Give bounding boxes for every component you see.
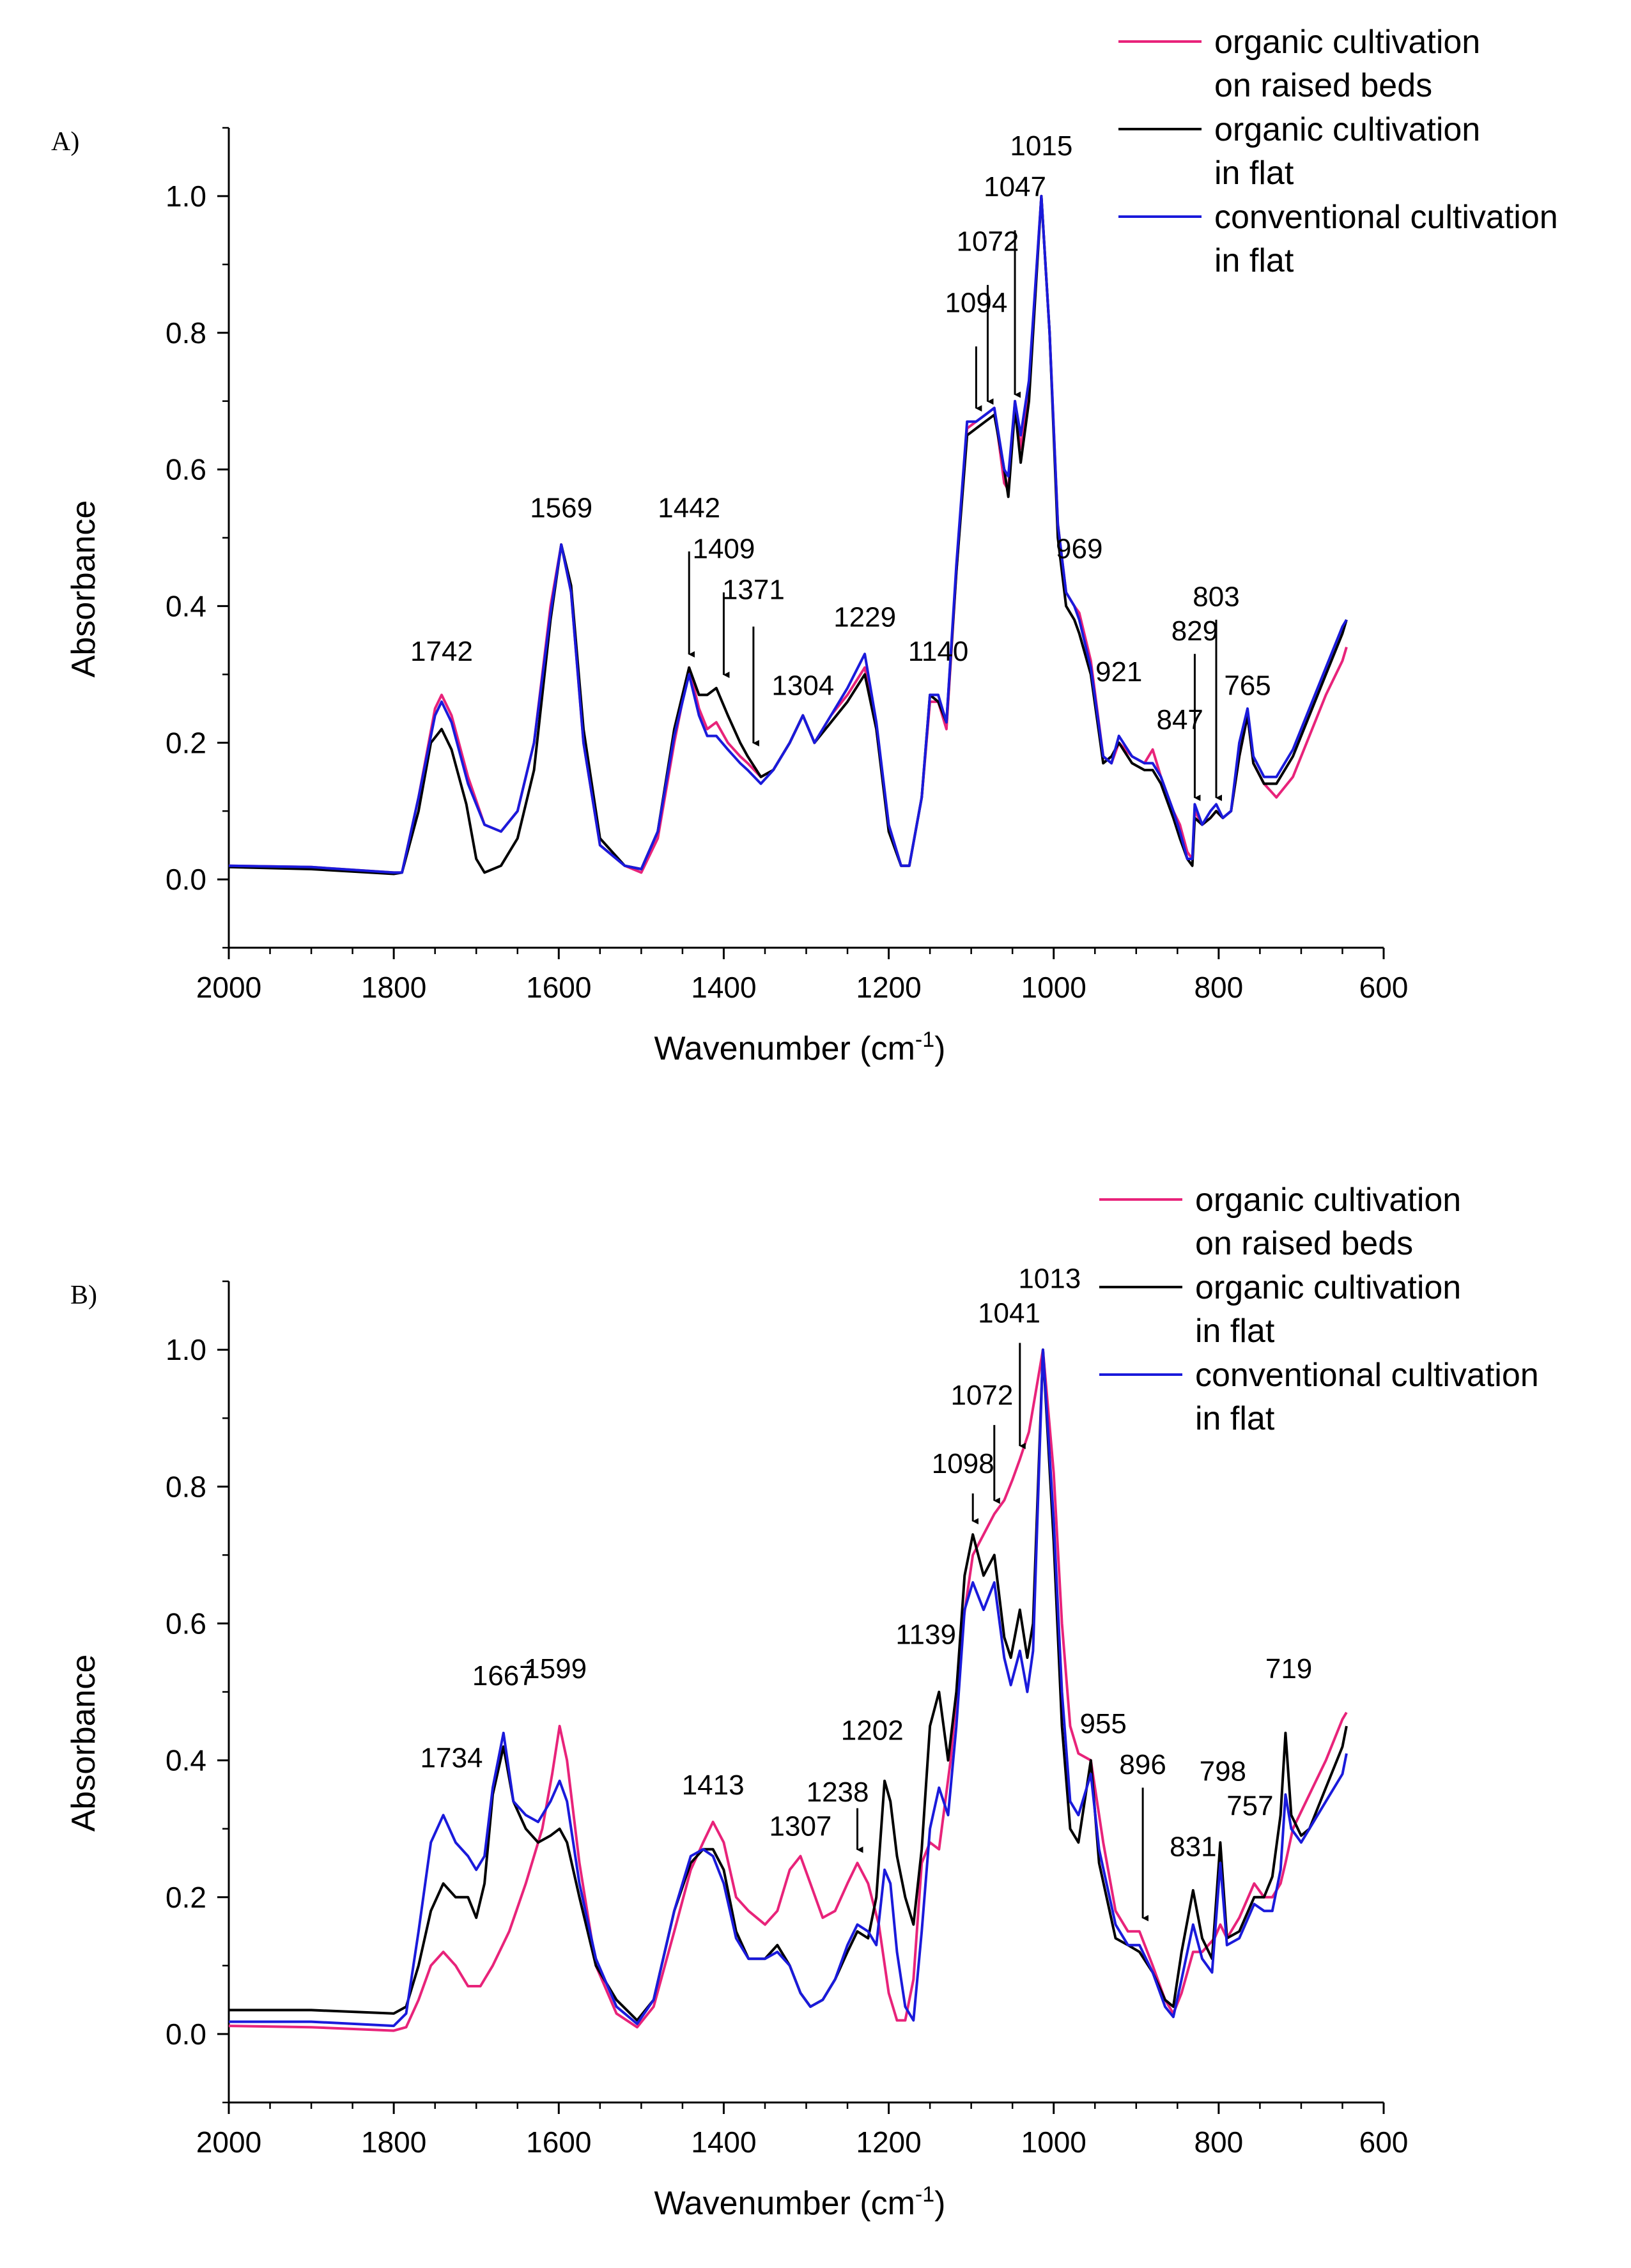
x-tick-label: 2000 [196,971,261,1004]
legend-label: in flat [1195,1313,1275,1350]
legend-label: organic cultivation [1214,24,1480,61]
peak-label: 1072 [957,226,1019,257]
peak-label: 829 [1171,615,1218,647]
peak-label: 1098 [932,1448,994,1479]
x-tick-label: 1000 [1021,971,1086,1004]
x-tick-label: 1200 [856,2125,921,2159]
x-tick-label: 1200 [856,971,921,1004]
x-tick-label: 1400 [691,2125,756,2159]
panel-b-chart: 2000 1800 1600 1400 1200 1000 800 600 0.0 0.2 0.4 0… [65,1182,1539,2222]
peak-label: 1139 [895,1619,956,1651]
series-line-1 [228,194,1348,876]
x-tick-label: 2000 [196,2125,261,2159]
x-tick-label: 1000 [1021,2125,1086,2159]
peak-label: 757 [1226,1790,1273,1821]
peak-label: 719 [1265,1653,1312,1685]
peak-label: 847 [1156,704,1203,736]
peak-label: 1409 [692,534,755,565]
peak-label: 1569 [530,492,592,523]
x-tick-label: 600 [1359,971,1409,1004]
x-tick-label: 1600 [526,971,591,1004]
x-axis-title: Wavenumber (cm-1) [654,2182,946,2222]
y-tick-label: 1.0 [166,180,206,213]
peak-label: 921 [1095,656,1142,688]
peak-label: 896 [1119,1749,1166,1780]
legend-label: organic cultivation [1195,1269,1461,1306]
x-tick-label: 1800 [361,2125,426,2159]
legend-label: organic cultivation [1195,1182,1461,1219]
panel-label: B) [70,1281,97,1310]
peak-label: 1015 [1010,130,1072,162]
peak-label: 1072 [950,1380,1013,1411]
x-tick-label: 800 [1194,971,1243,1004]
y-tick-label: 0.6 [166,453,206,486]
series-line-1 [229,1348,1348,2022]
peak-label: 1013 [1018,1263,1081,1295]
peak-label: 1229 [833,601,896,633]
x-axis-title-sup: -1 [915,2182,934,2207]
x-tick-label: 600 [1359,2125,1409,2159]
y-tick-label: 0.6 [166,1607,206,1640]
y-tick-label: 0.0 [166,2017,206,2051]
panel-label: A) [51,127,79,157]
legend-label: on raised beds [1214,67,1432,104]
x-tick-label: 1800 [361,971,426,1004]
peak-label: 1734 [421,1742,483,1773]
legend-label: conventional cultivation [1195,1357,1539,1394]
peak-label: 798 [1200,1756,1246,1787]
x-tick-label: 1400 [691,971,756,1004]
y-tick-label: 0.8 [166,316,206,350]
peak-label: 1371 [722,575,785,606]
y-tick-label: 0.4 [166,589,206,622]
peak-label: 1047 [984,171,1046,203]
y-tick-label: 0.0 [166,863,206,896]
legend-label: in flat [1214,155,1294,192]
x-axis-title: Wavenumber (cm-1) [654,1028,946,1067]
peak-label: 1413 [682,1770,745,1801]
panel-a-chart: 2000 1800 1600 1400 1200 1000 800 600 0.0 0.2 0.4 0… [51,24,1558,1067]
peak-label: 1140 [908,636,969,667]
x-axis-title-end: ) [934,2185,945,2222]
peak-label: 1238 [807,1777,869,1808]
x-tick-label: 800 [1194,2125,1243,2159]
x-tick-label: 1600 [526,2125,591,2159]
peak-label: 955 [1079,1708,1126,1740]
peak-label: 1442 [658,492,720,523]
peak-label: 1307 [769,1810,832,1842]
x-axis-title-sup: -1 [915,1028,934,1052]
y-tick-label: 0.4 [166,1744,206,1777]
x-axis-title-main: Wavenumber (cm [654,1030,915,1067]
legend-label: on raised beds [1195,1225,1413,1262]
peak-label: 803 [1193,581,1239,612]
peak-label: 1202 [841,1715,904,1746]
peak-label: 1304 [771,670,834,701]
x-axis-title-end: ) [934,1030,945,1067]
legend-label: in flat [1195,1400,1275,1437]
peak-label: 1742 [410,636,473,667]
series-line-0 [228,1348,1348,2032]
legend-label: conventional cultivation [1214,199,1558,236]
peak-label: 969 [1056,534,1102,565]
x-axis-title-main: Wavenumber (cm [654,2185,915,2222]
legend-label: organic cultivation [1214,111,1480,148]
peak-label: 1041 [978,1297,1040,1329]
peak-label: 765 [1224,670,1271,701]
y-axis-title: Absorbance [65,1655,102,1832]
peak-label: 1667 [472,1660,535,1692]
series-line-2 [229,1348,1348,2028]
y-axis-title: Absorbance [65,500,102,678]
y-tick-label: 1.0 [166,1333,206,1366]
peak-label: 1599 [524,1653,587,1685]
peak-label: 1094 [945,288,1007,319]
y-tick-label: 0.8 [166,1470,206,1503]
y-tick-label: 0.2 [166,726,206,759]
series-line-2 [228,194,1348,874]
legend-label: in flat [1214,242,1294,279]
y-tick-label: 0.2 [166,1881,206,1914]
series-line-0 [228,194,1348,874]
peak-label: 831 [1170,1832,1216,1863]
